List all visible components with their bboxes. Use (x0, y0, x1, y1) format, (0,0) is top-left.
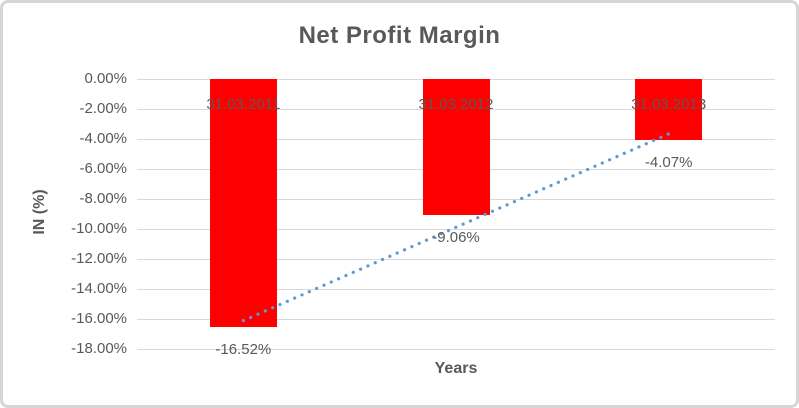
y-axis-tick-label: -6.00% (79, 160, 127, 177)
y-gridline (137, 258, 775, 260)
y-axis-tick-label: -4.00% (79, 130, 127, 147)
y-axis-tick-label: -12.00% (71, 250, 127, 267)
linear-trendline (241, 132, 671, 323)
y-axis-tick-label: -18.00% (71, 340, 127, 357)
bar-31.03.2012 (422, 79, 490, 215)
y-axis-tick-label: -8.00% (79, 190, 127, 207)
x-axis-title: Years (434, 360, 478, 377)
category-label: 31.03.2013 (631, 96, 707, 113)
data-label: -9.06% (432, 228, 480, 246)
y-gridline (137, 228, 775, 230)
y-axis-tick-label: -10.00% (71, 220, 127, 237)
category-label: 31.03.2012 (418, 96, 494, 113)
category-label: 31.03.2011 (206, 96, 281, 113)
y-axis-tick-label: -2.00% (79, 100, 127, 117)
y-gridline (137, 288, 775, 290)
y-gridline (137, 348, 775, 350)
data-label: -4.07% (644, 154, 693, 172)
y-axis-tick-label: 0.00% (84, 70, 127, 87)
y-axis-tick-label: -16.00% (71, 310, 127, 327)
bar-31.03.2011 (209, 79, 277, 327)
y-axis-tick-label: -14.00% (71, 280, 127, 297)
y-gridline (137, 318, 775, 320)
data-label: -16.52% (215, 340, 272, 358)
chart-title: Net Profit Margin (298, 22, 501, 49)
bar-31.03.2013 (635, 79, 703, 141)
